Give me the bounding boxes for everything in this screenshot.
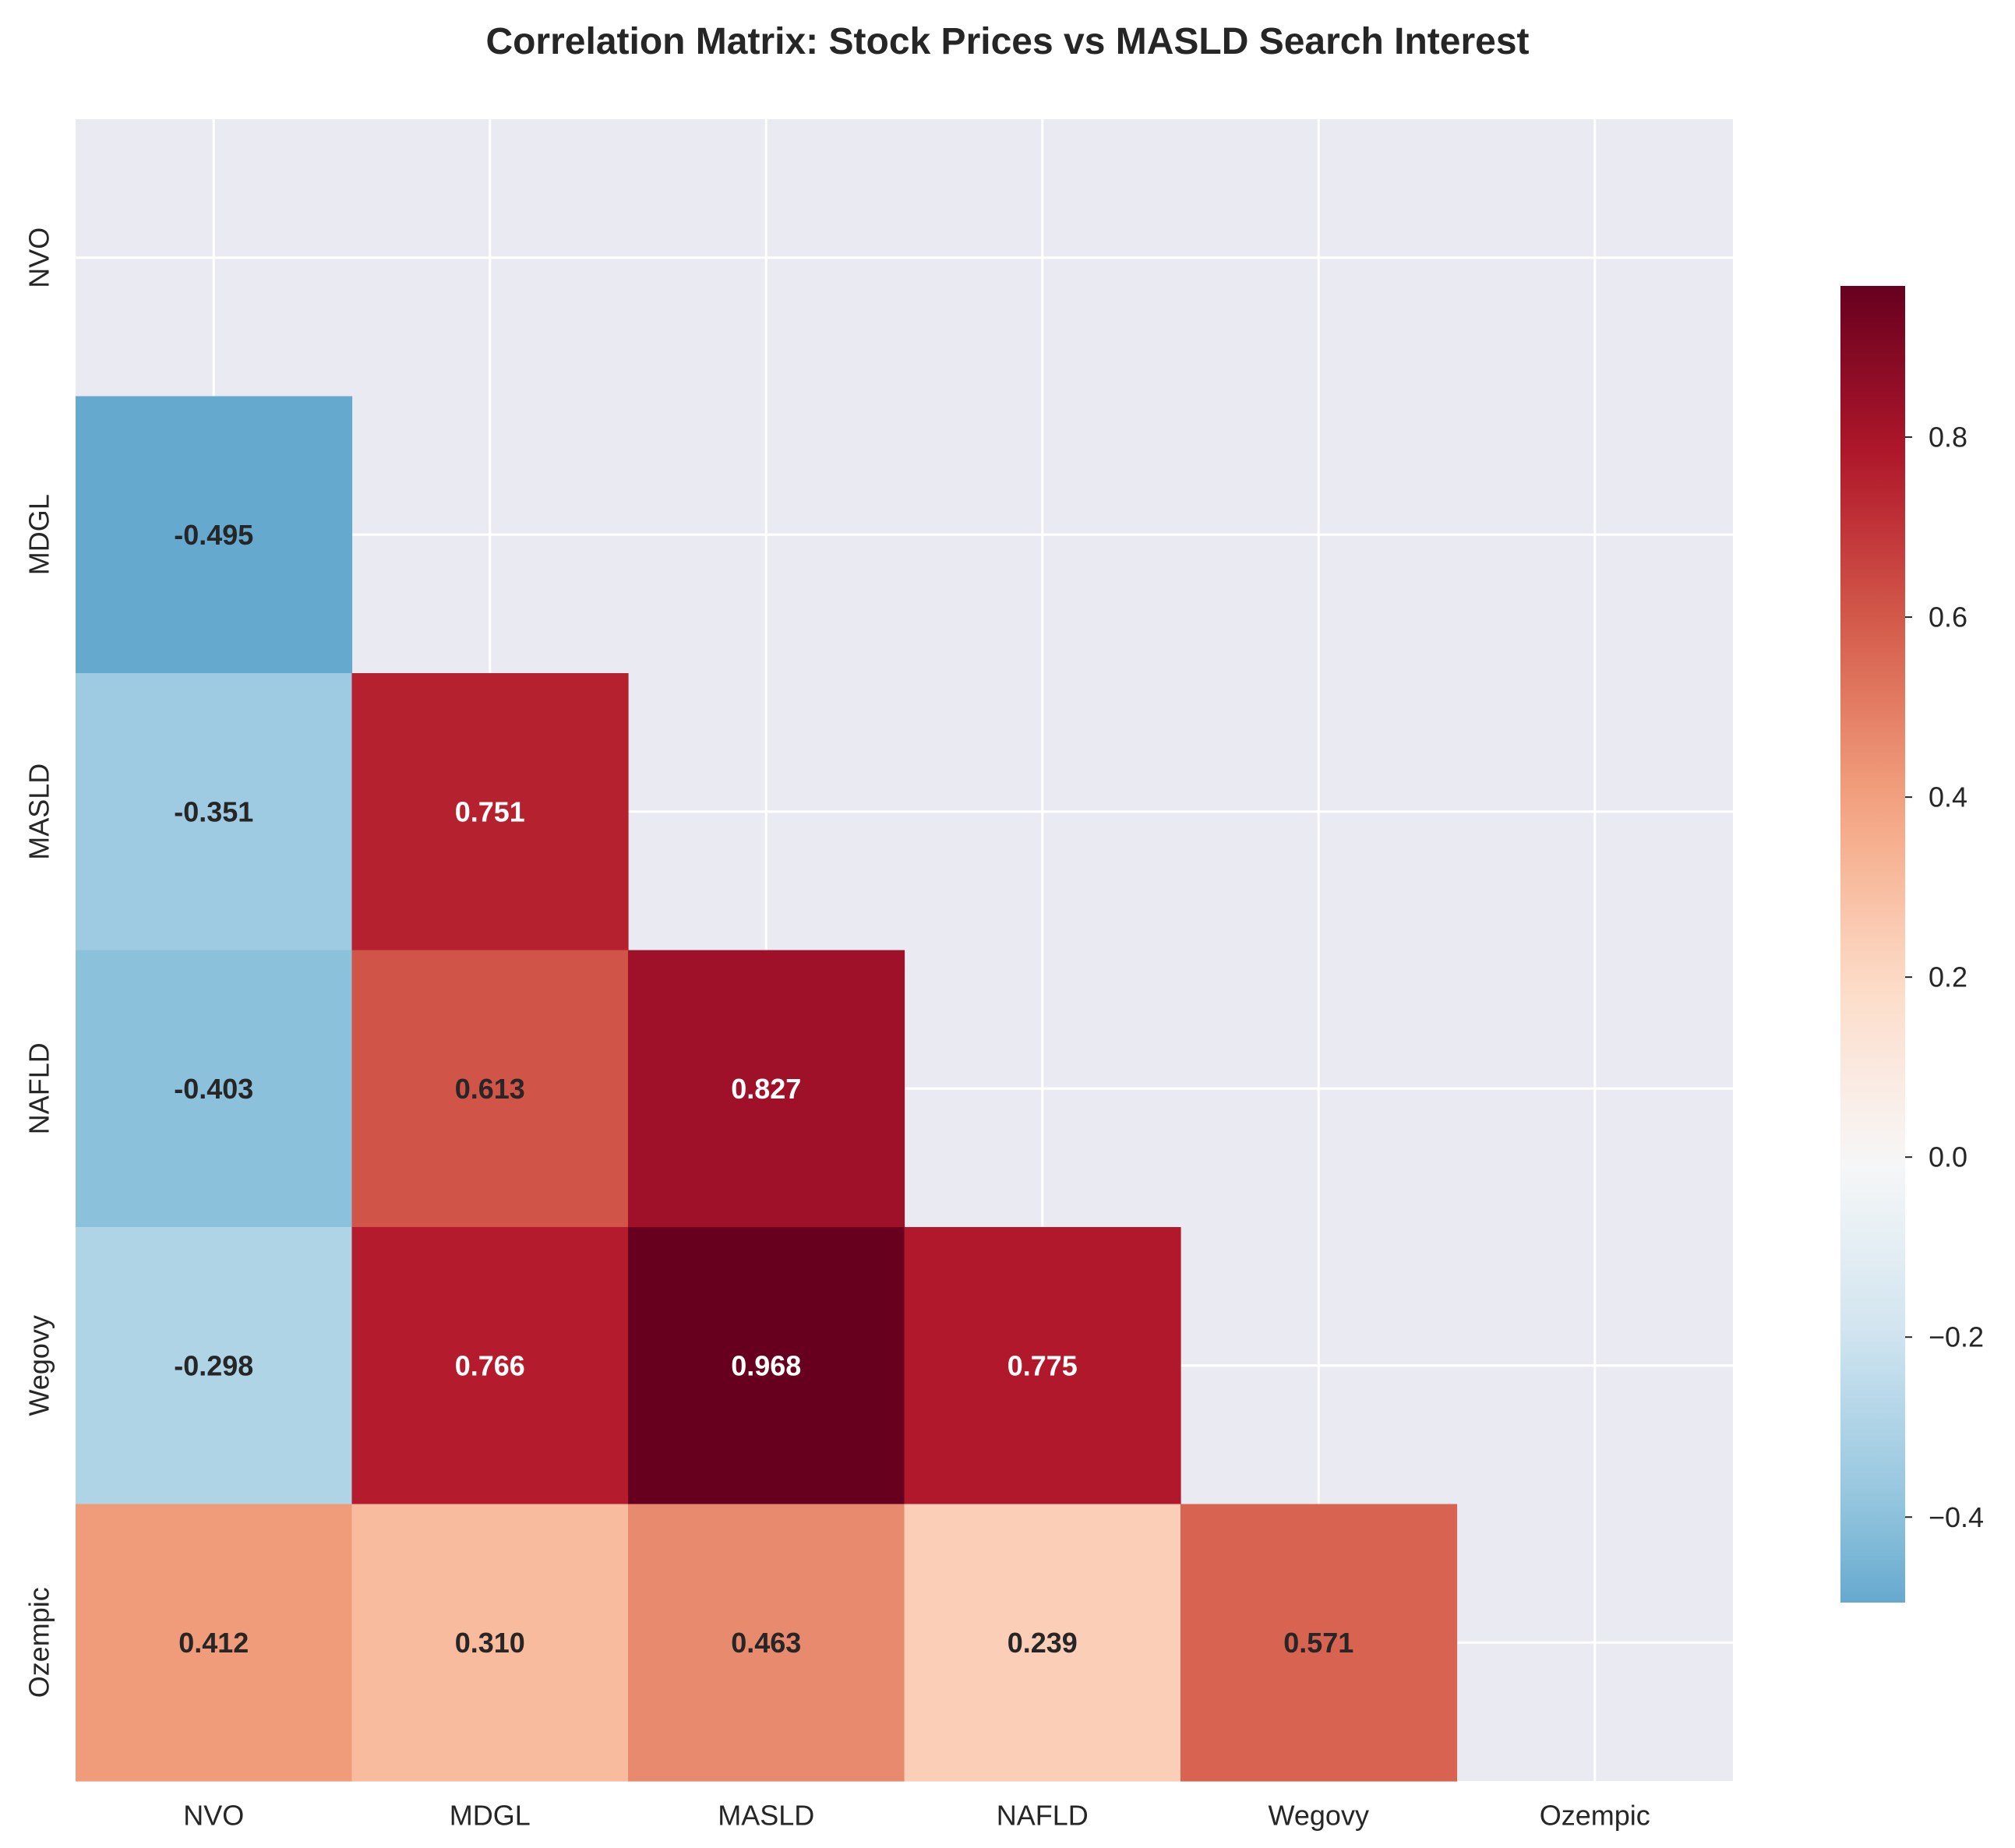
heatmap-cell-ozempic-wegovy	[1180, 1504, 1458, 1782]
plot-area: -0.495 -0.351 0.751 -0.403 0.613 0.827 -0.298 0…	[76, 119, 1733, 1782]
heatmap-cell-masld-nvo	[76, 673, 353, 951]
heatmap-cell-wegovy-nafld	[904, 1227, 1181, 1505]
x-tick-label-wegovy: Wegovy	[1269, 1800, 1369, 1832]
chart-title: Correlation Matrix: Stock Prices vs MASL…	[485, 21, 1529, 62]
y-tick-label-nvo: NVO	[23, 227, 55, 288]
cell-value-label-nafld-mdgl: 0.613	[455, 1073, 525, 1105]
colorbar-tick-label: −0.4	[1929, 1501, 1984, 1533]
cell-value-label-wegovy-masld: 0.968	[731, 1349, 801, 1381]
colorbar: −0.4 −0.2 0.0 0.2 0.4 0.6 0.8	[1840, 286, 1984, 1603]
heatmap-cells	[76, 396, 1458, 1782]
cell-value-label-masld-nvo: -0.351	[174, 795, 253, 827]
y-tick-label-masld: MASLD	[23, 764, 55, 860]
cell-value-label-masld-mdgl: 0.751	[455, 795, 525, 827]
heatmap-cell-nafld-mdgl	[351, 950, 629, 1228]
x-axis-tick-labels: NVO MDGL MASLD NAFLD Wegovy Ozempic	[183, 1800, 1650, 1832]
heatmap-cell-ozempic-masld	[628, 1504, 905, 1782]
x-tick-label-mdgl: MDGL	[450, 1800, 531, 1832]
colorbar-ticks: −0.4 −0.2 0.0 0.2 0.4 0.6 0.8	[1905, 421, 1984, 1533]
x-tick-label-nvo: NVO	[183, 1800, 244, 1832]
cell-value-label-wegovy-mdgl: 0.766	[455, 1349, 525, 1381]
colorbar-gradient-bar	[1840, 286, 1905, 1603]
heatmap-cell-ozempic-nafld	[904, 1504, 1181, 1782]
colorbar-tick-label: 0.6	[1929, 601, 1967, 633]
cell-value-label-wegovy-nvo: -0.298	[174, 1349, 253, 1381]
cell-value-label-mdgl-nvo: -0.495	[174, 519, 253, 551]
heatmap-cell-wegovy-nvo	[76, 1227, 353, 1505]
heatmap-cell-ozempic-mdgl	[351, 1504, 629, 1782]
y-axis-tick-labels: NVO MDGL MASLD NAFLD Wegovy Ozempic	[23, 227, 55, 1698]
heatmap-cell-mdgl-nvo	[76, 396, 353, 674]
cell-value-labels: -0.495 -0.351 0.751 -0.403 0.613 0.827 -0.298 0…	[174, 519, 1353, 1659]
cell-value-label-ozempic-masld: 0.463	[731, 1627, 801, 1659]
colorbar-tick-label: −0.2	[1929, 1321, 1984, 1353]
heatmap-cell-wegovy-mdgl	[351, 1227, 629, 1505]
cell-value-label-nafld-masld: 0.827	[731, 1073, 801, 1105]
x-tick-label-nafld: NAFLD	[997, 1800, 1089, 1832]
heatmap-cell-nafld-masld	[628, 950, 905, 1228]
colorbar-tick-label: 0.2	[1929, 961, 1967, 993]
y-tick-label-ozempic: Ozempic	[23, 1587, 55, 1698]
y-tick-label-nafld: NAFLD	[23, 1042, 55, 1134]
heatmap-cell-ozempic-nvo	[76, 1504, 353, 1782]
colorbar-tick-label: 0.0	[1929, 1141, 1967, 1173]
heatmap-cell-nafld-nvo	[76, 950, 353, 1228]
cell-value-label-wegovy-nafld: 0.775	[1008, 1349, 1078, 1381]
cell-value-label-ozempic-mdgl: 0.310	[455, 1627, 525, 1659]
cell-value-label-nafld-nvo: -0.403	[174, 1073, 253, 1105]
y-tick-label-mdgl: MDGL	[23, 494, 55, 575]
colorbar-tick-label: 0.8	[1929, 421, 1967, 453]
x-tick-label-ozempic: Ozempic	[1540, 1800, 1650, 1832]
heatmap-cell-masld-mdgl	[351, 673, 629, 951]
cell-value-label-ozempic-wegovy: 0.571	[1283, 1627, 1353, 1659]
x-tick-label-masld: MASLD	[718, 1800, 814, 1832]
cell-value-label-ozempic-nvo: 0.412	[178, 1627, 249, 1659]
colorbar-tick-label: 0.4	[1929, 781, 1967, 813]
y-tick-label-wegovy: Wegovy	[23, 1315, 55, 1416]
cell-value-label-ozempic-nafld: 0.239	[1008, 1627, 1078, 1659]
heatmap-cell-wegovy-masld	[628, 1227, 905, 1505]
